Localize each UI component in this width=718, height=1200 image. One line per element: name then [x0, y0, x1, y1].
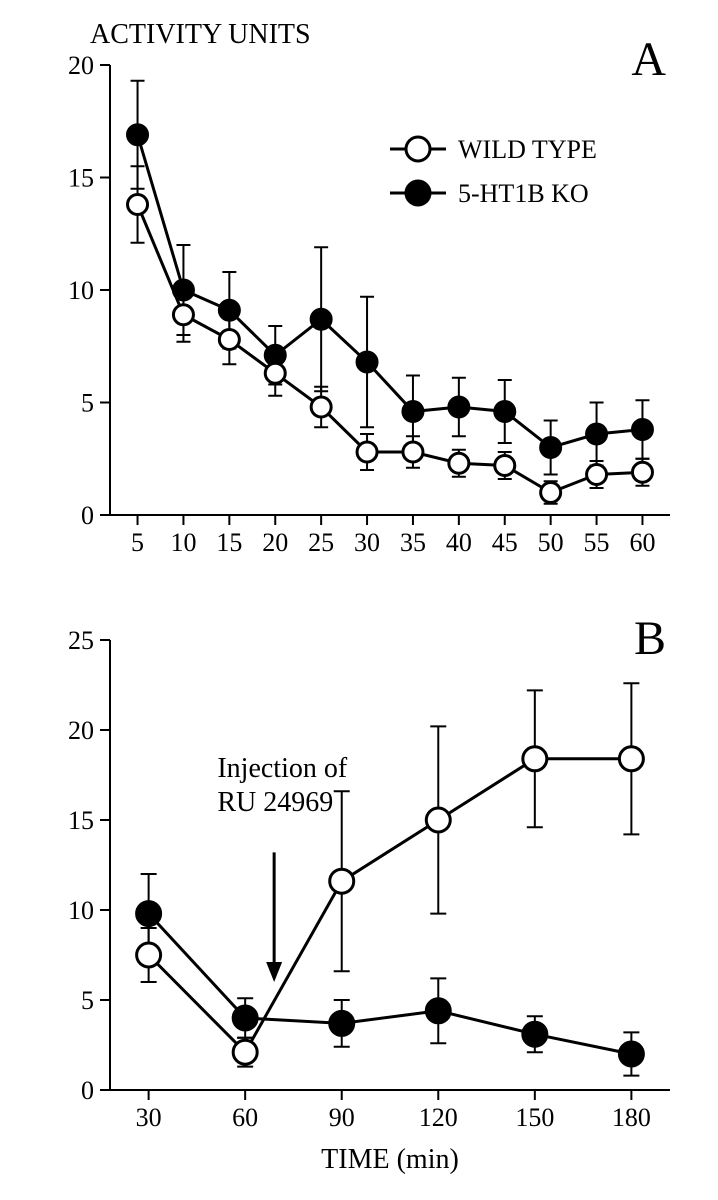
annotation-arrow-head [266, 962, 282, 982]
marker-ko [426, 999, 450, 1023]
marker-wild-type [128, 195, 148, 215]
ytick-label: 10 [68, 276, 94, 305]
marker-ko [330, 1011, 354, 1035]
marker-wild-type [587, 465, 607, 485]
xtick-label: 40 [446, 528, 472, 557]
ytick-label: 20 [68, 716, 94, 745]
marker-wild-type [330, 869, 354, 893]
ytick-label: 0 [81, 501, 94, 530]
ytick-label: 5 [81, 389, 94, 418]
ytick-label: 10 [68, 896, 94, 925]
xtick-label: 60 [629, 528, 655, 557]
xtick-label: 25 [308, 528, 334, 557]
ytick-label: 25 [68, 626, 94, 655]
marker-ko [523, 1022, 547, 1046]
series-line-wild-type [138, 205, 643, 493]
marker-wild-type [523, 747, 547, 771]
marker-wild-type [632, 462, 652, 482]
marker-ko [619, 1042, 643, 1066]
marker-wild-type [619, 747, 643, 771]
marker-wild-type [403, 442, 423, 462]
xtick-label: 5 [131, 528, 144, 557]
legend-marker-wt [406, 137, 430, 161]
marker-wild-type [219, 330, 239, 350]
xtick-label: 30 [136, 1103, 162, 1132]
marker-wild-type [233, 1040, 257, 1064]
xtick-label: 90 [329, 1103, 355, 1132]
marker-wild-type [357, 442, 377, 462]
legend-label-wt: WILD TYPE [458, 135, 597, 164]
xtick-label: 20 [262, 528, 288, 557]
panel-label-b: B [634, 612, 666, 665]
marker-ko [137, 902, 161, 926]
xtick-label: 60 [232, 1103, 258, 1132]
marker-wild-type [173, 305, 193, 325]
figure-svg: 0510152051015202530354045505560ACTIVITY … [30, 10, 690, 1190]
xtick-label: 150 [515, 1103, 554, 1132]
marker-wild-type [265, 363, 285, 383]
annotation-line1: Injection of [217, 753, 348, 784]
ytick-label: 15 [68, 164, 94, 193]
marker-ko [403, 402, 423, 422]
ytick-label: 20 [68, 51, 94, 80]
y-axis-title: ACTIVITY UNITS [90, 19, 311, 50]
ytick-label: 5 [81, 986, 94, 1015]
marker-wild-type [495, 456, 515, 476]
marker-wild-type [311, 397, 331, 417]
marker-ko [587, 424, 607, 444]
legend-marker-ko [406, 181, 430, 205]
xtick-label: 35 [400, 528, 426, 557]
marker-wild-type [541, 483, 561, 503]
marker-wild-type [137, 943, 161, 967]
xtick-label: 45 [492, 528, 518, 557]
x-axis-title: TIME (min) [321, 1144, 459, 1175]
figure-container: 0510152051015202530354045505560ACTIVITY … [30, 10, 690, 1190]
xtick-label: 10 [170, 528, 196, 557]
marker-ko [128, 125, 148, 145]
xtick-label: 30 [354, 528, 380, 557]
panel-label-a: A [631, 33, 666, 86]
xtick-label: 120 [419, 1103, 458, 1132]
marker-ko [233, 1006, 257, 1030]
marker-ko [357, 352, 377, 372]
marker-ko [541, 438, 561, 458]
xtick-label: 180 [612, 1103, 651, 1132]
marker-ko [495, 402, 515, 422]
series-line-ko [149, 914, 632, 1054]
marker-wild-type [449, 453, 469, 473]
xtick-label: 55 [584, 528, 610, 557]
legend-label-ko: 5-HT1B KO [458, 179, 589, 208]
xtick-label: 50 [538, 528, 564, 557]
marker-ko [632, 420, 652, 440]
xtick-label: 15 [216, 528, 242, 557]
marker-wild-type [426, 808, 450, 832]
annotation-line2: RU 24969 [217, 787, 333, 818]
panel-a: 0 5 10 15 20 5 10 15 20 25 30 35 40 45 50 55 60 ACTIVITY … [68, 19, 670, 557]
ytick-label: 0 [81, 1076, 94, 1105]
marker-ko [311, 309, 331, 329]
ytick-label: 15 [68, 806, 94, 835]
panel-b-axes [110, 640, 670, 1090]
marker-ko [449, 397, 469, 417]
panel-b: 0 5 10 15 20 25 30 60 90 120 150 180 B Injection ofRU… [68, 612, 670, 1175]
